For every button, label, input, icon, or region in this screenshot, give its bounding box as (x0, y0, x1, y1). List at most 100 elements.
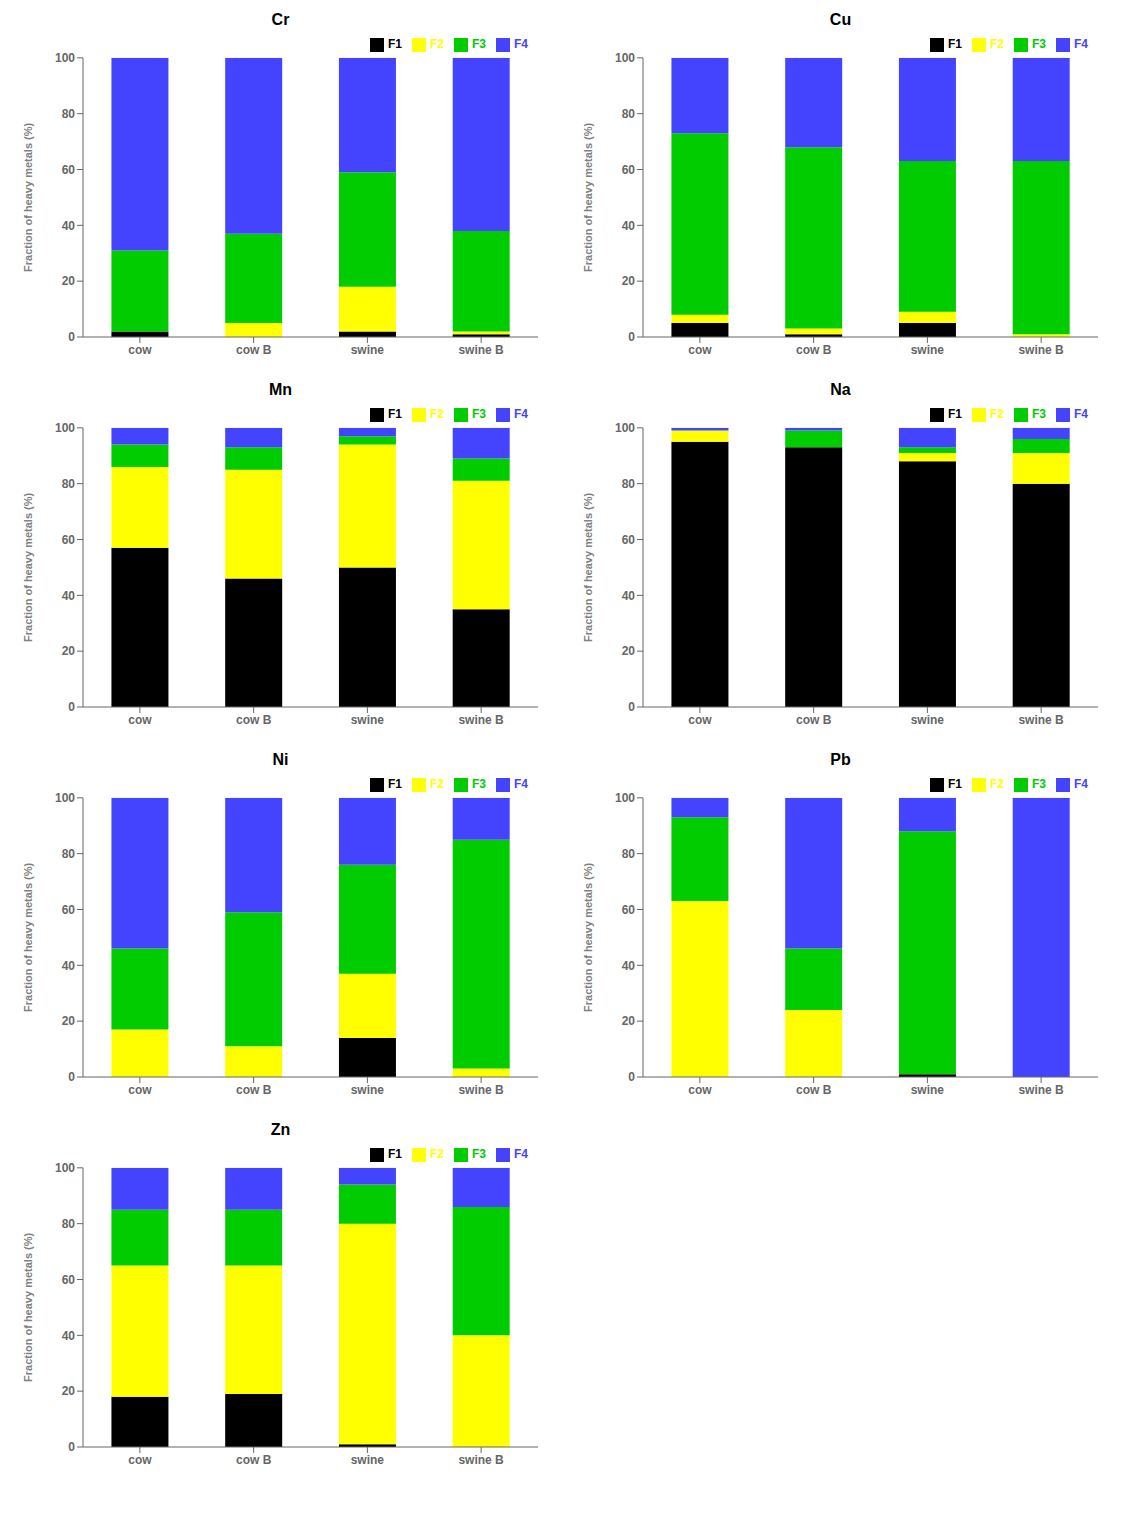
svg-text:cow B: cow B (236, 1453, 272, 1467)
html-text:F4: F4 (1074, 407, 1088, 421)
svg-text:80: 80 (62, 477, 76, 491)
html-text:F1: F1 (387, 37, 402, 51)
svg-text:cow B: cow B (796, 343, 832, 357)
svg-text:0: 0 (68, 1070, 75, 1084)
svg-text:100: 100 (55, 791, 75, 805)
svg-text:swine: swine (351, 343, 385, 357)
html-text:Zn: Zn (270, 1121, 291, 1138)
svg-text:20: 20 (622, 274, 636, 288)
svg-text:cow: cow (688, 1083, 712, 1097)
svg-text:60: 60 (622, 163, 636, 177)
html-text:F1: F1 (947, 37, 962, 51)
html-text:F4: F4 (514, 37, 528, 51)
svg-text:cow: cow (688, 343, 712, 357)
svg-text:20: 20 (622, 1014, 636, 1028)
svg-text:40: 40 (62, 959, 76, 973)
html-text:F3: F3 (472, 37, 486, 51)
html-text:F1: F1 (387, 407, 402, 421)
svg-text:80: 80 (62, 1217, 76, 1231)
html-text:F4: F4 (1074, 37, 1088, 51)
svg-text:20: 20 (62, 1384, 76, 1398)
svg-text:80: 80 (622, 107, 636, 121)
svg-text:80: 80 (62, 107, 76, 121)
svg-text:60: 60 (62, 903, 76, 917)
html-text:Na: Na (830, 381, 851, 398)
html-text:F1: F1 (947, 407, 962, 421)
svg-text:cow: cow (128, 713, 152, 727)
svg-text:100: 100 (55, 421, 75, 435)
svg-text:Fraction of heavy metals (%): Fraction of heavy metals (%) (22, 1233, 34, 1382)
html-text:F3: F3 (472, 407, 486, 421)
svg-text:100: 100 (615, 51, 635, 65)
svg-text:20: 20 (622, 644, 636, 658)
svg-text:40: 40 (62, 589, 76, 603)
svg-text:0: 0 (628, 1070, 635, 1084)
svg-text:Fraction of heavy metals (%): Fraction of heavy metals (%) (22, 863, 34, 1012)
svg-text:60: 60 (62, 1273, 76, 1287)
svg-text:80: 80 (622, 477, 636, 491)
html-text:F2: F2 (430, 407, 444, 421)
svg-text:cow B: cow B (796, 1083, 832, 1097)
html-text:F2: F2 (990, 407, 1004, 421)
svg-text:swine B: swine B (1018, 1083, 1064, 1097)
svg-text:100: 100 (55, 51, 75, 65)
svg-text:swine B: swine B (1018, 343, 1064, 357)
svg-text:cow B: cow B (236, 1083, 272, 1097)
svg-text:60: 60 (62, 533, 76, 547)
svg-text:40: 40 (622, 589, 636, 603)
svg-text:20: 20 (62, 1014, 76, 1028)
svg-text:0: 0 (628, 330, 635, 344)
html-text:F3: F3 (1032, 407, 1046, 421)
svg-text:0: 0 (68, 330, 75, 344)
svg-text:100: 100 (615, 421, 635, 435)
svg-text:cow: cow (128, 343, 152, 357)
svg-text:40: 40 (62, 219, 76, 233)
svg-text:swine: swine (911, 713, 945, 727)
html-text:Cr: Cr (271, 11, 290, 28)
svg-text:swine B: swine B (1018, 713, 1064, 727)
html-text:F2: F2 (990, 37, 1004, 51)
svg-text:cow B: cow B (236, 713, 272, 727)
svg-text:40: 40 (622, 959, 636, 973)
svg-text:swine B: swine B (458, 343, 504, 357)
svg-text:swine: swine (351, 1453, 385, 1467)
svg-text:100: 100 (55, 1161, 75, 1175)
svg-text:80: 80 (622, 847, 636, 861)
html-text:Cu: Cu (829, 11, 852, 28)
svg-text:80: 80 (62, 847, 76, 861)
svg-text:0: 0 (68, 1440, 75, 1454)
svg-text:20: 20 (62, 274, 76, 288)
svg-text:swine: swine (351, 1083, 385, 1097)
html-text:Mn: Mn (268, 381, 292, 398)
svg-text:Fraction of heavy metals (%): Fraction of heavy metals (%) (582, 123, 594, 272)
svg-text:40: 40 (62, 1329, 76, 1343)
svg-text:swine: swine (351, 713, 385, 727)
svg-text:swine B: swine B (458, 1453, 504, 1467)
svg-text:swine B: swine B (458, 1083, 504, 1097)
svg-text:Fraction of heavy metals (%): Fraction of heavy metals (%) (22, 493, 34, 642)
svg-text:cow: cow (688, 713, 712, 727)
svg-text:cow B: cow B (236, 343, 272, 357)
svg-text:60: 60 (622, 903, 636, 917)
svg-text:40: 40 (622, 219, 636, 233)
svg-text:cow: cow (128, 1453, 152, 1467)
svg-text:0: 0 (68, 700, 75, 714)
svg-text:swine: swine (911, 343, 945, 357)
svg-text:swine: swine (911, 1083, 945, 1097)
svg-text:0: 0 (628, 700, 635, 714)
svg-text:20: 20 (62, 644, 76, 658)
html-text:Ni: Ni (272, 751, 289, 768)
svg-text:cow: cow (128, 1083, 152, 1097)
svg-text:swine B: swine B (458, 713, 504, 727)
svg-text:60: 60 (62, 163, 76, 177)
svg-text:cow B: cow B (796, 713, 832, 727)
svg-text:60: 60 (622, 533, 636, 547)
html-text:F3: F3 (1032, 37, 1046, 51)
html-text:F4: F4 (514, 407, 528, 421)
svg-text:100: 100 (615, 791, 635, 805)
html-text:Pb: Pb (830, 751, 851, 768)
html-text:F2: F2 (430, 37, 444, 51)
svg-text:Fraction of heavy metals (%): Fraction of heavy metals (%) (22, 123, 34, 272)
svg-text:Fraction of heavy metals (%): Fraction of heavy metals (%) (582, 863, 594, 1012)
svg-text:Fraction of heavy metals (%): Fraction of heavy metals (%) (582, 493, 594, 642)
